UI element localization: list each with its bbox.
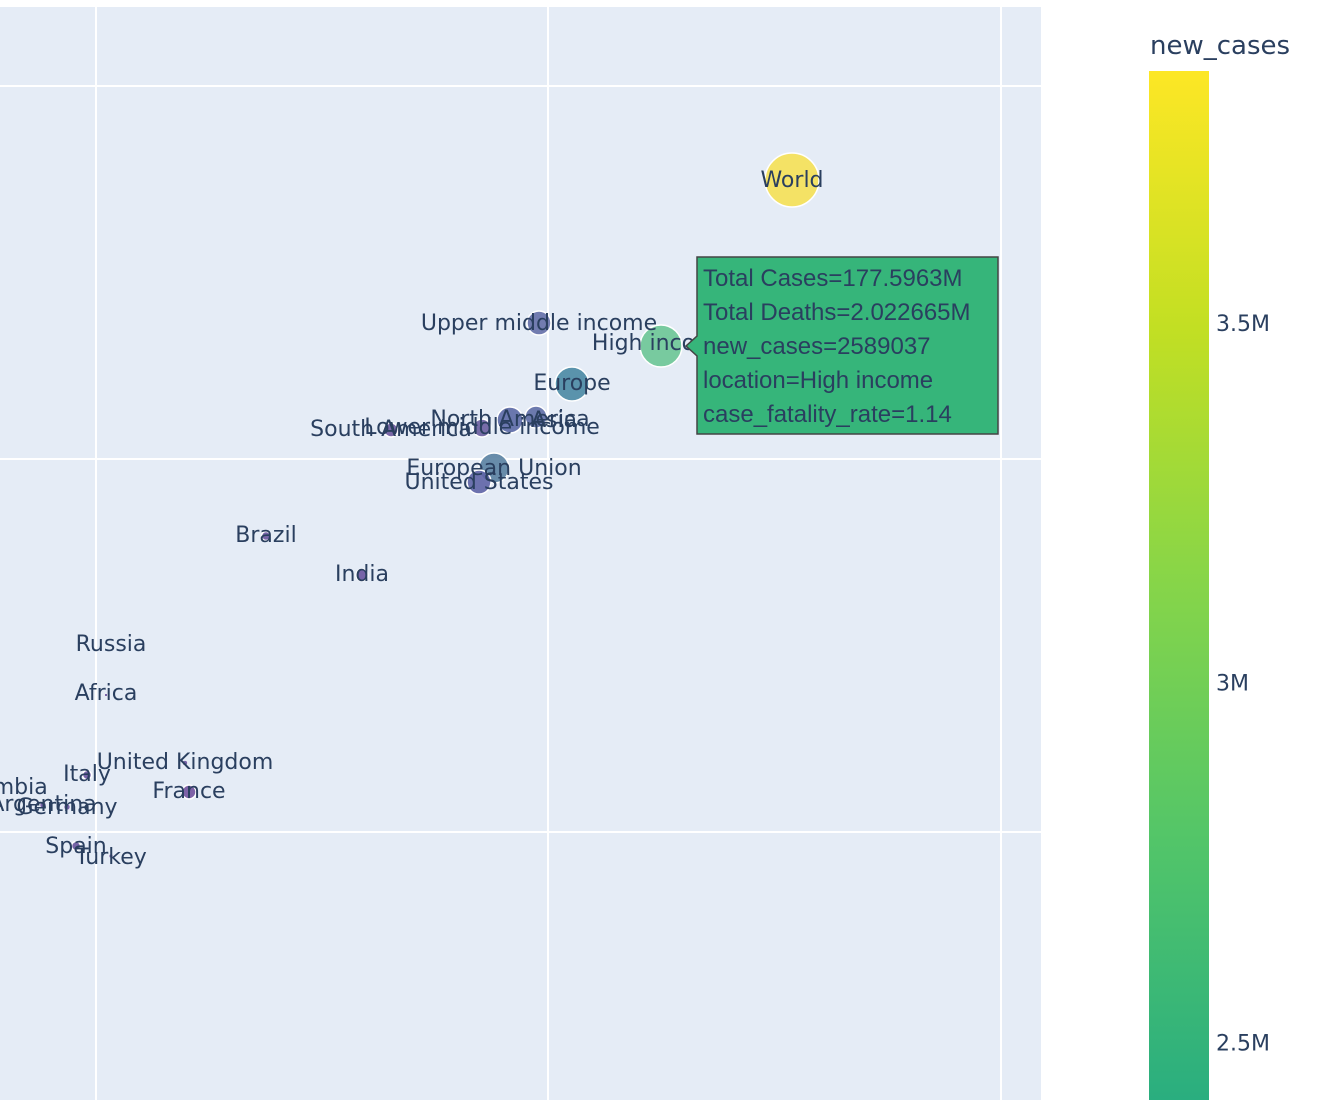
point-label-spain: Spain [45,834,106,859]
marker-germany[interactable] [63,803,71,811]
marker-africa[interactable] [104,693,108,697]
marker-spain[interactable] [70,840,82,852]
marker-south-america[interactable] [383,422,399,438]
marker-france[interactable] [181,784,197,800]
colorbar: new_cases 2.5M 3M 3.5M [1149,31,1290,1100]
marker-india[interactable] [355,568,369,582]
point-label-india: India [335,562,389,587]
tooltip-line: new_cases=2589037 [703,333,931,360]
marker-europe[interactable] [554,366,590,402]
point-label-turkey: Turkey [74,845,147,870]
point-label-europe: Europe [533,371,610,396]
tooltip-line: case_fatality_rate=1.14 [703,401,952,428]
colorbar-tick-label: 3M [1216,672,1249,697]
marker-russia[interactable] [109,643,113,647]
colorbar-gradient [1149,71,1209,1100]
hover-tooltip: Total Cases=177.5963M Total Deaths=2.0226… [684,256,999,435]
marker-italy[interactable] [81,769,93,781]
point-label-lower-middle-income: Lower middle income [364,415,600,440]
tooltip-box [684,256,999,435]
point-label-france: France [152,779,225,804]
tooltip-line: Total Cases=177.5963M [703,265,963,292]
marker-asia[interactable] [524,405,548,429]
marker-united-states[interactable] [466,469,492,495]
marker-north-america[interactable] [496,406,524,434]
colorbar-title: new_cases [1150,31,1290,61]
point-label-upper-middle-income: Upper middle income [421,311,657,336]
point-label-russia: Russia [76,632,147,657]
marker-lower-middle-income[interactable] [472,418,492,438]
point-label-united-states: United States [405,470,554,495]
point-label-germany: Germany [16,795,117,820]
point-label-argentina: Argentina [0,792,97,817]
tooltip-line: location=High income [703,367,933,394]
marker-high-income[interactable] [639,324,683,368]
tooltip-line: Total Deaths=2.022665M [703,299,971,326]
point-label-italy: Italy [63,762,111,787]
colorbar-tick-label: 2.5M [1216,1031,1270,1056]
marker-turkey[interactable] [108,853,114,859]
point-label-brazil: Brazil [235,523,296,548]
marker-argentina[interactable] [39,801,47,809]
colorbar-tick-label: 3.5M [1216,312,1270,337]
point-label-africa: Africa [75,681,138,706]
point-label-united-kingdom: United Kingdom [97,750,274,775]
point-label-world: World [760,168,823,193]
marker-world[interactable] [764,152,820,208]
marker-united-kingdom[interactable] [182,760,188,766]
marker-brazil[interactable] [260,530,272,542]
grid-lines [0,7,1041,1100]
point-label-south-america: South America [310,417,472,442]
plot-area [0,7,1041,1100]
point-label-asia: Asia [531,408,577,433]
marker-upper-middle-income[interactable] [526,310,552,336]
markers [39,152,820,859]
point-label-colombia: Colombia [0,775,48,800]
point-label-north-america: North America [430,407,589,432]
point-label-european-union: European Union [406,456,581,481]
